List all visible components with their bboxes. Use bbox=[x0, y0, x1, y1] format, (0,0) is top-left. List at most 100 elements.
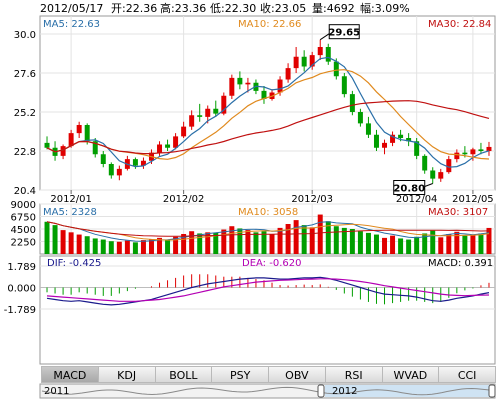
candle-body bbox=[237, 77, 243, 85]
candle-body bbox=[454, 152, 460, 160]
volume-legend-ma5: MA5: 2328 bbox=[43, 207, 97, 218]
candle-body bbox=[430, 170, 436, 179]
price-tick-label: 27.6 bbox=[14, 69, 36, 80]
volume-tick-label: 6750 bbox=[11, 213, 36, 224]
candle-body bbox=[108, 164, 114, 176]
volume-bar bbox=[100, 239, 106, 254]
navigator-line bbox=[41, 386, 493, 396]
volume-bar bbox=[52, 225, 58, 254]
candle-body bbox=[470, 149, 476, 155]
volume-bar bbox=[229, 226, 235, 254]
volume-bar bbox=[76, 234, 82, 254]
candle-body bbox=[438, 172, 444, 179]
header-date: 2012/05/17 bbox=[40, 2, 103, 15]
date-tick-label: 2012/03 bbox=[291, 194, 333, 205]
candle-body bbox=[478, 149, 484, 151]
tab-boll[interactable]: BOLL bbox=[155, 366, 213, 383]
volume-bar bbox=[213, 232, 219, 254]
volume-bar bbox=[478, 233, 484, 254]
candle-body bbox=[261, 90, 267, 99]
macd-tick-label: 1.789 bbox=[7, 262, 36, 273]
candle-body bbox=[390, 134, 396, 143]
volume-legend-ma30: MA30: 3107 bbox=[428, 207, 488, 218]
candle-body bbox=[197, 115, 203, 117]
volume-bar bbox=[205, 232, 211, 254]
candle-body bbox=[446, 159, 452, 173]
date-tick-label: 2012/01 bbox=[50, 194, 92, 205]
candle-body bbox=[84, 125, 90, 142]
volume-bar bbox=[116, 241, 122, 254]
candle-body bbox=[293, 56, 299, 69]
volume-tick-label: 9000 bbox=[11, 200, 36, 211]
candle-body bbox=[205, 108, 211, 117]
candle-body bbox=[189, 115, 195, 127]
candle-body bbox=[181, 126, 187, 137]
volume-bar bbox=[44, 221, 50, 254]
candle-body bbox=[301, 56, 307, 67]
volume-bar bbox=[317, 214, 323, 254]
macd-legend-dif: DIF: -0.425 bbox=[47, 258, 101, 269]
navigator: 2011 2012 bbox=[41, 384, 496, 398]
candle-body bbox=[173, 136, 179, 148]
volume-bar bbox=[173, 236, 179, 254]
candle-body bbox=[213, 108, 219, 114]
volume-bar bbox=[422, 233, 428, 254]
header-open: 开:22.36 bbox=[111, 2, 157, 15]
tab-psy[interactable]: PSY bbox=[212, 366, 269, 383]
volume-bar bbox=[406, 239, 412, 254]
candle-body bbox=[398, 134, 404, 138]
price-tick-label: 25.2 bbox=[14, 108, 36, 119]
navigator-handle-right[interactable] bbox=[488, 384, 496, 398]
volume-legend: MA5: 2328 MA10: 3058 MA30: 3107 bbox=[43, 207, 488, 218]
header-volume: 量:4692 bbox=[312, 2, 355, 15]
volume-bar bbox=[189, 231, 195, 254]
volume-bar bbox=[373, 234, 379, 254]
date-tick-label: 2012/05 bbox=[452, 194, 494, 205]
volume-bar bbox=[124, 240, 130, 254]
volume-grid bbox=[40, 203, 495, 242]
candle-body bbox=[462, 152, 468, 155]
ma5-line bbox=[46, 56, 490, 168]
volume-bar bbox=[390, 235, 396, 254]
volume-bar bbox=[446, 234, 452, 254]
high-annotation-box bbox=[328, 24, 360, 40]
candle-body bbox=[486, 146, 492, 151]
price-legend: MA5: 22.63 MA10: 22.66 MA30: 22.84 bbox=[43, 19, 491, 30]
volume-bar bbox=[60, 230, 66, 254]
navigator-label-2012: 2012 bbox=[332, 386, 357, 397]
price-tick-label: 20.4 bbox=[14, 186, 36, 197]
price-tick-label: 30.0 bbox=[14, 30, 36, 41]
candle-body bbox=[365, 123, 371, 135]
navigator-selection bbox=[325, 385, 493, 397]
candle-body bbox=[422, 155, 428, 171]
tab-macd[interactable]: MACD bbox=[41, 366, 99, 383]
tab-rsi[interactable]: RSI bbox=[325, 366, 383, 383]
tab-kdj[interactable]: KDJ bbox=[98, 366, 156, 383]
candle-body bbox=[382, 142, 388, 148]
macd-legend: DIF: -0.425 DEA: -0.620 MACD: 0.391 bbox=[47, 258, 493, 269]
volume-bar bbox=[357, 231, 363, 254]
indicator-tabs: MACD KDJ BOLL PSY OBV RSI WVAD CCI bbox=[41, 366, 496, 383]
volume-bar bbox=[108, 241, 114, 254]
volume-bar bbox=[486, 227, 492, 254]
candle-body bbox=[68, 133, 74, 147]
volume-bar bbox=[84, 236, 90, 254]
candle-body bbox=[325, 47, 331, 62]
candle-body bbox=[373, 134, 379, 148]
dea-line bbox=[46, 278, 490, 302]
macd-tick-label: 0.000 bbox=[7, 284, 36, 295]
tab-obv[interactable]: OBV bbox=[269, 366, 326, 383]
candle-body bbox=[100, 154, 106, 164]
date-tick-label: 2012/04 bbox=[396, 194, 438, 205]
navigator-handle-left[interactable] bbox=[317, 384, 325, 398]
tab-wvad[interactable]: WVAD bbox=[382, 366, 440, 383]
volume-bar bbox=[92, 238, 98, 254]
volume-bar bbox=[438, 237, 444, 254]
volume-bar bbox=[148, 239, 154, 254]
low-annotation-label: 20.80 bbox=[393, 184, 425, 195]
tab-cci[interactable]: CCI bbox=[439, 366, 496, 383]
volume-bar bbox=[221, 229, 227, 254]
macd-legend-macd: MACD: 0.391 bbox=[428, 258, 493, 269]
